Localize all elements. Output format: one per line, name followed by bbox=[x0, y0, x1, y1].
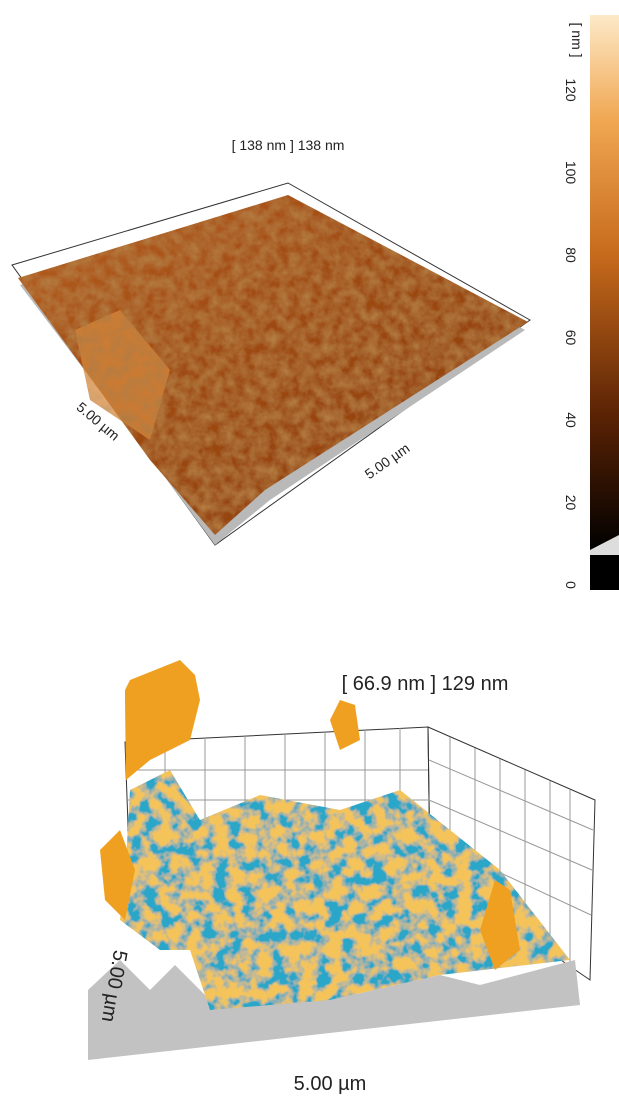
colorbar-base bbox=[590, 555, 619, 590]
colorbar-tick-label: 40 bbox=[563, 412, 579, 428]
height-label: [ 66.9 nm ] 129 nm bbox=[342, 673, 509, 695]
colorbar-tick-label: 100 bbox=[563, 161, 579, 185]
colorbar bbox=[590, 15, 619, 550]
colorbar-tick-label: 0 bbox=[563, 581, 579, 589]
colorbar-tick-label: 20 bbox=[563, 495, 579, 511]
colorbar-unit: [ nm ] bbox=[569, 22, 585, 57]
peaks bbox=[100, 660, 520, 970]
surface bbox=[18, 195, 528, 535]
top-panel: [ 138 nm ] 138 nm 5.00 µm 5.00 µm [ nm ]… bbox=[11, 15, 619, 590]
colorbar-tick-label: 120 bbox=[563, 78, 579, 102]
colorbar-ticks: 120 100 80 60 40 20 0 bbox=[563, 78, 579, 589]
colorbar-edge bbox=[590, 535, 619, 555]
x-label: 5.00 µm bbox=[294, 1073, 367, 1095]
surface bbox=[120, 770, 570, 1010]
base bbox=[88, 960, 580, 1060]
height-label: [ 138 nm ] 138 nm bbox=[232, 137, 345, 153]
highlight bbox=[75, 310, 170, 440]
colorbar-tick-label: 80 bbox=[563, 247, 579, 263]
x-label: 5.00 µm bbox=[362, 440, 413, 482]
colorbar-tick-label: 60 bbox=[563, 330, 579, 346]
bottom-panel: [ 66.9 nm ] 129 nm 5.00 µm 5.00 µm bbox=[88, 660, 596, 1095]
